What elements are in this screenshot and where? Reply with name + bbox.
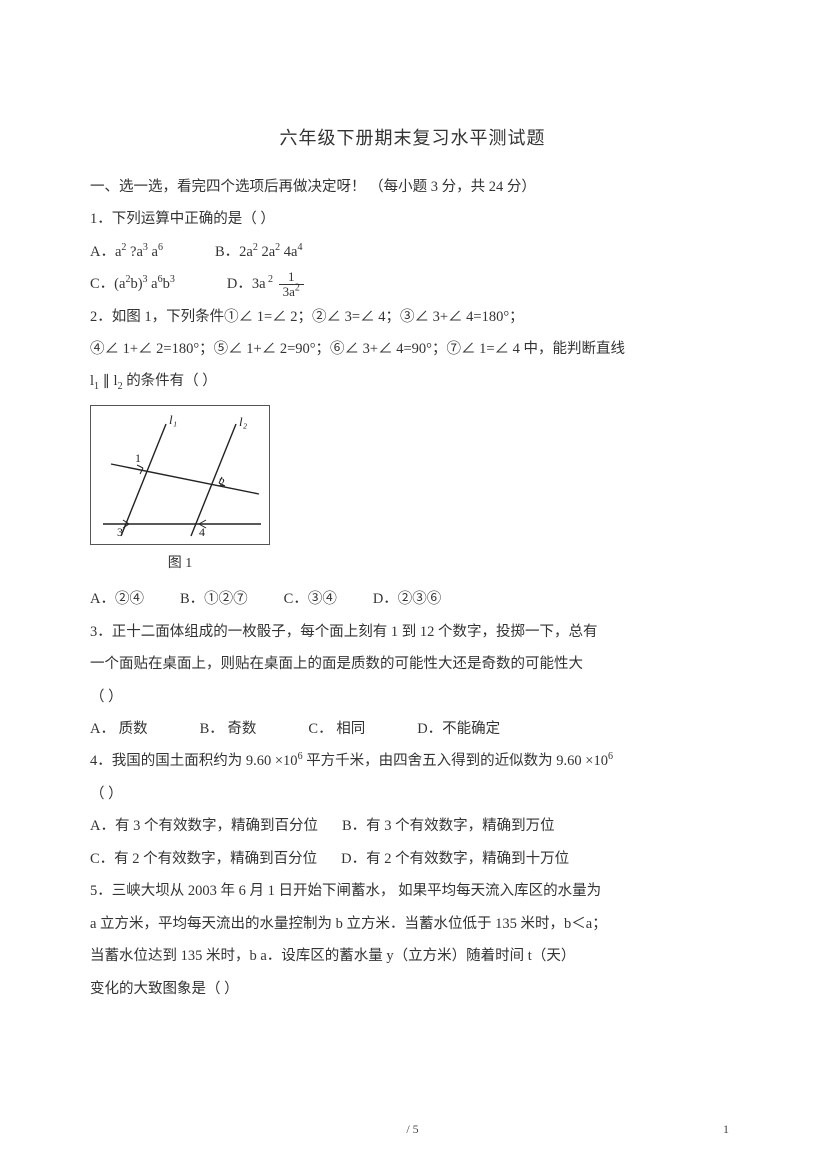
q3-stem-3: （ ） xyxy=(90,682,735,712)
q5-stem-2: a 立方米，平均每天流出的水量控制为 b 立方米．当蓄水位低于 135 米时，b… xyxy=(90,909,735,939)
q4-options-row1: A．有 3 个有效数字，精确到百分位 B．有 3 个有效数字，精确到万位 xyxy=(90,811,735,841)
q3-stem-2: 一个面贴在桌面上，则贴在桌面上的面是质数的可能性大还是奇数的可能性大 xyxy=(90,649,735,679)
q2-stem-1: 2．如图 1，下列条件①∠ 1=∠ 2；②∠ 3=∠ 4；③∠ 3+∠ 4=18… xyxy=(90,302,735,332)
q1-opt-a: A．a2 ?a3 a6 xyxy=(90,237,163,267)
q4-opt-c: C．有 2 个有效数字，精确到百分位 xyxy=(90,844,317,874)
q3-stem-1: 3．正十二面体组成的一枚骰子，每个面上刻有 1 到 12 个数字，投掷一下，总有 xyxy=(90,617,735,647)
q1-opt-d: D．3a 2 1 3a2 xyxy=(227,269,306,299)
fraction: 1 3a2 xyxy=(279,270,304,300)
q4-stem-1: 4．我国的国土面积约为 9.60 ×106 平方千米，由四舍五入得到的近似数为 … xyxy=(90,746,735,776)
q3-opt-a: A． 质数 xyxy=(90,714,148,744)
q5-stem-4: 变化的大致图象是（ ） xyxy=(90,974,735,1004)
angle-1: 1 xyxy=(135,451,141,465)
q2-options: A．②④ B．①②⑦ C．③④ D．②③⑥ xyxy=(90,584,735,614)
q1-opt-b: B．2a2 2a2 4a4 xyxy=(215,237,302,267)
parallel-lines-svg: l₁ l₂ 1 2 3 4 xyxy=(91,406,271,546)
page-title: 六年级下册期末复习水平测试题 xyxy=(90,120,735,158)
q2-opt-a: A．②④ xyxy=(90,584,144,614)
q4-opt-b: B．有 3 个有效数字，精确到万位 xyxy=(342,811,555,841)
q2-stem-2: ④∠ 1+∠ 2=180°；⑤∠ 1+∠ 2=90°；⑥∠ 3+∠ 4=90°；… xyxy=(90,334,735,364)
angle-3: 3 xyxy=(117,525,123,539)
label-l1: l₁ xyxy=(169,412,177,427)
q4-options-row2: C．有 2 个有效数字，精确到百分位 D．有 2 个有效数字，精确到十万位 xyxy=(90,844,735,874)
q1-opt-c: C．(a2b)3 a6b3 xyxy=(90,269,175,299)
q3-opt-b: B． 奇数 xyxy=(200,714,257,744)
footer-page-num: 1 xyxy=(723,1117,729,1142)
q4-stem-2: （ ） xyxy=(90,779,735,809)
q4-opt-d: D．有 2 个有效数字，精确到十万位 xyxy=(341,844,569,874)
q2-opt-d: D．②③⑥ xyxy=(373,584,441,614)
q5-stem-3: 当蓄水位达到 135 米时，b a．设库区的蓄水量 y（立方米）随着时间 t（天… xyxy=(90,941,735,971)
footer-page-total: / 5 xyxy=(0,1117,825,1142)
q2-stem-3: l1 ∥ l2 的条件有（ ） xyxy=(90,366,735,396)
section-heading: 一、选一选，看完四个选项后再做决定呀！ （每小题 3 分，共 24 分） xyxy=(90,172,735,202)
q3-opt-d: D．不能确定 xyxy=(417,714,500,744)
q5-stem-1: 5．三峡大坝从 2003 年 6 月 1 日开始下闸蓄水， 如果平均每天流入库区… xyxy=(90,876,735,906)
q2-opt-c: C．③④ xyxy=(284,584,337,614)
figure-1-caption: 图 1 xyxy=(90,549,270,578)
label-l2: l₂ xyxy=(239,414,248,429)
q1-options-row2: C．(a2b)3 a6b3 D．3a 2 1 3a2 xyxy=(90,269,735,299)
q2-opt-b: B．①②⑦ xyxy=(180,584,248,614)
q1-options-row1: A．a2 ?a3 a6 B．2a2 2a2 4a4 xyxy=(90,237,735,267)
figure-1: l₁ l₂ 1 2 3 4 xyxy=(90,405,270,545)
q4-opt-a: A．有 3 个有效数字，精确到百分位 xyxy=(90,811,318,841)
q3-options: A． 质数 B． 奇数 C． 相同 D．不能确定 xyxy=(90,714,735,744)
q3-opt-c: C． 相同 xyxy=(308,714,365,744)
q1-stem: 1．下列运算中正确的是（ ） xyxy=(90,204,735,234)
